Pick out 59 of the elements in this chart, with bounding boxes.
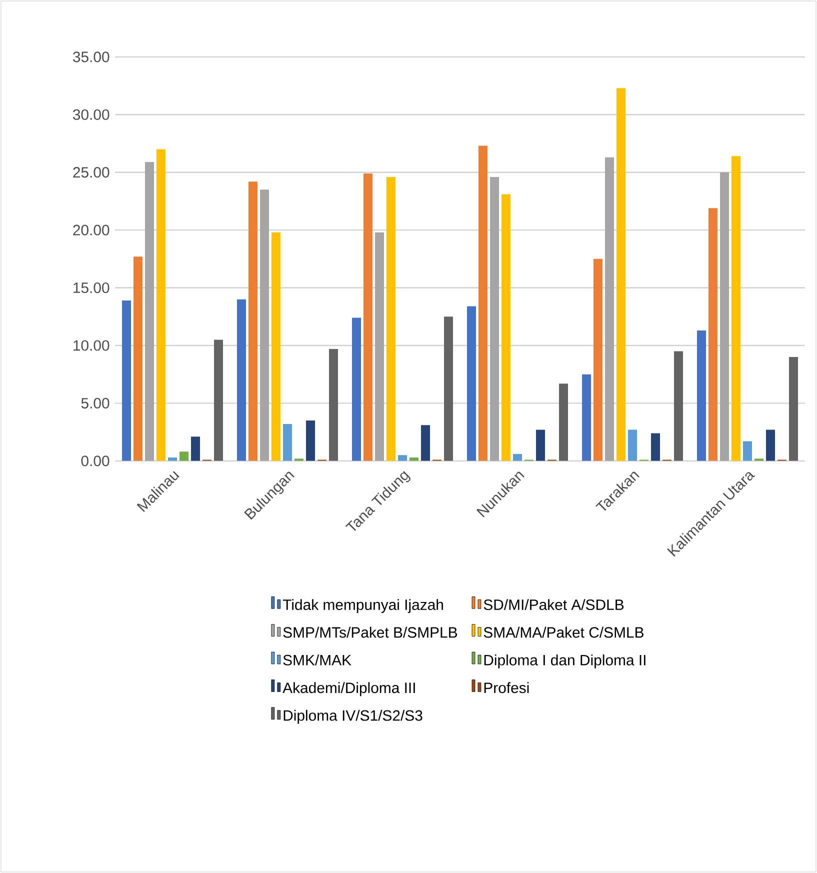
bar bbox=[156, 149, 166, 461]
bar bbox=[789, 357, 798, 461]
bar bbox=[467, 306, 476, 461]
bar bbox=[283, 424, 292, 461]
bar bbox=[616, 88, 626, 461]
bar bbox=[237, 299, 246, 461]
bar bbox=[478, 146, 488, 461]
y-tick-label: 5.00 bbox=[81, 398, 110, 408]
y-tick-label: 20.00 bbox=[73, 224, 110, 236]
bar bbox=[559, 384, 568, 461]
y-tick-label: 15.00 bbox=[74, 282, 110, 294]
y-tick-label: 30.00 bbox=[72, 109, 110, 120]
bar bbox=[536, 430, 546, 461]
bar bbox=[708, 208, 718, 461]
legend-label: SMA/MA/Paket C/SMLB bbox=[484, 626, 644, 638]
y-tick-label: 35.00 bbox=[72, 52, 110, 62]
bar bbox=[490, 176, 499, 461]
bar bbox=[191, 436, 200, 461]
legend-label: Profesi bbox=[484, 682, 529, 694]
bar bbox=[214, 340, 223, 461]
bar bbox=[260, 190, 269, 461]
bar bbox=[674, 351, 684, 461]
bar bbox=[375, 232, 384, 461]
legend-label: SD/MI/Paket A/SDLB bbox=[484, 599, 624, 610]
bar bbox=[364, 174, 372, 461]
legend-label: SMP/MTs/Paket B/SMPLB bbox=[283, 626, 458, 638]
legend-label: Diploma I dan Diploma II bbox=[484, 654, 646, 668]
y-tick-label: 25.00 bbox=[73, 167, 110, 178]
bar bbox=[180, 452, 188, 461]
bar bbox=[248, 182, 258, 461]
bar bbox=[352, 318, 361, 461]
bar bbox=[145, 162, 154, 461]
bar bbox=[605, 157, 614, 461]
legend-label: Tidak mempunyai Ijazah bbox=[282, 599, 443, 613]
legend-label: Akademi/Diploma III bbox=[282, 682, 415, 696]
bar bbox=[651, 433, 660, 461]
legend-label: SMK/MAK bbox=[283, 654, 352, 666]
bar bbox=[398, 455, 407, 461]
bar bbox=[743, 441, 752, 461]
bar bbox=[766, 430, 775, 461]
bar bbox=[502, 194, 511, 461]
bar bbox=[697, 330, 706, 461]
bar bbox=[444, 316, 453, 461]
bar bbox=[306, 420, 315, 461]
bar bbox=[329, 348, 338, 461]
bar bbox=[594, 258, 603, 461]
bar bbox=[272, 232, 280, 461]
bar bbox=[732, 156, 741, 461]
bar bbox=[386, 176, 396, 461]
bar bbox=[421, 425, 430, 461]
y-tick-label: 0.00 bbox=[81, 456, 110, 466]
bar bbox=[122, 300, 131, 461]
legend-label: Diploma IV/S1/S2/S3 bbox=[284, 710, 422, 724]
bar bbox=[134, 256, 142, 461]
y-tick-label: 10.00 bbox=[74, 340, 110, 351]
bar bbox=[720, 172, 730, 461]
bar bbox=[628, 430, 638, 461]
bar bbox=[513, 454, 522, 461]
bar bbox=[582, 374, 592, 461]
